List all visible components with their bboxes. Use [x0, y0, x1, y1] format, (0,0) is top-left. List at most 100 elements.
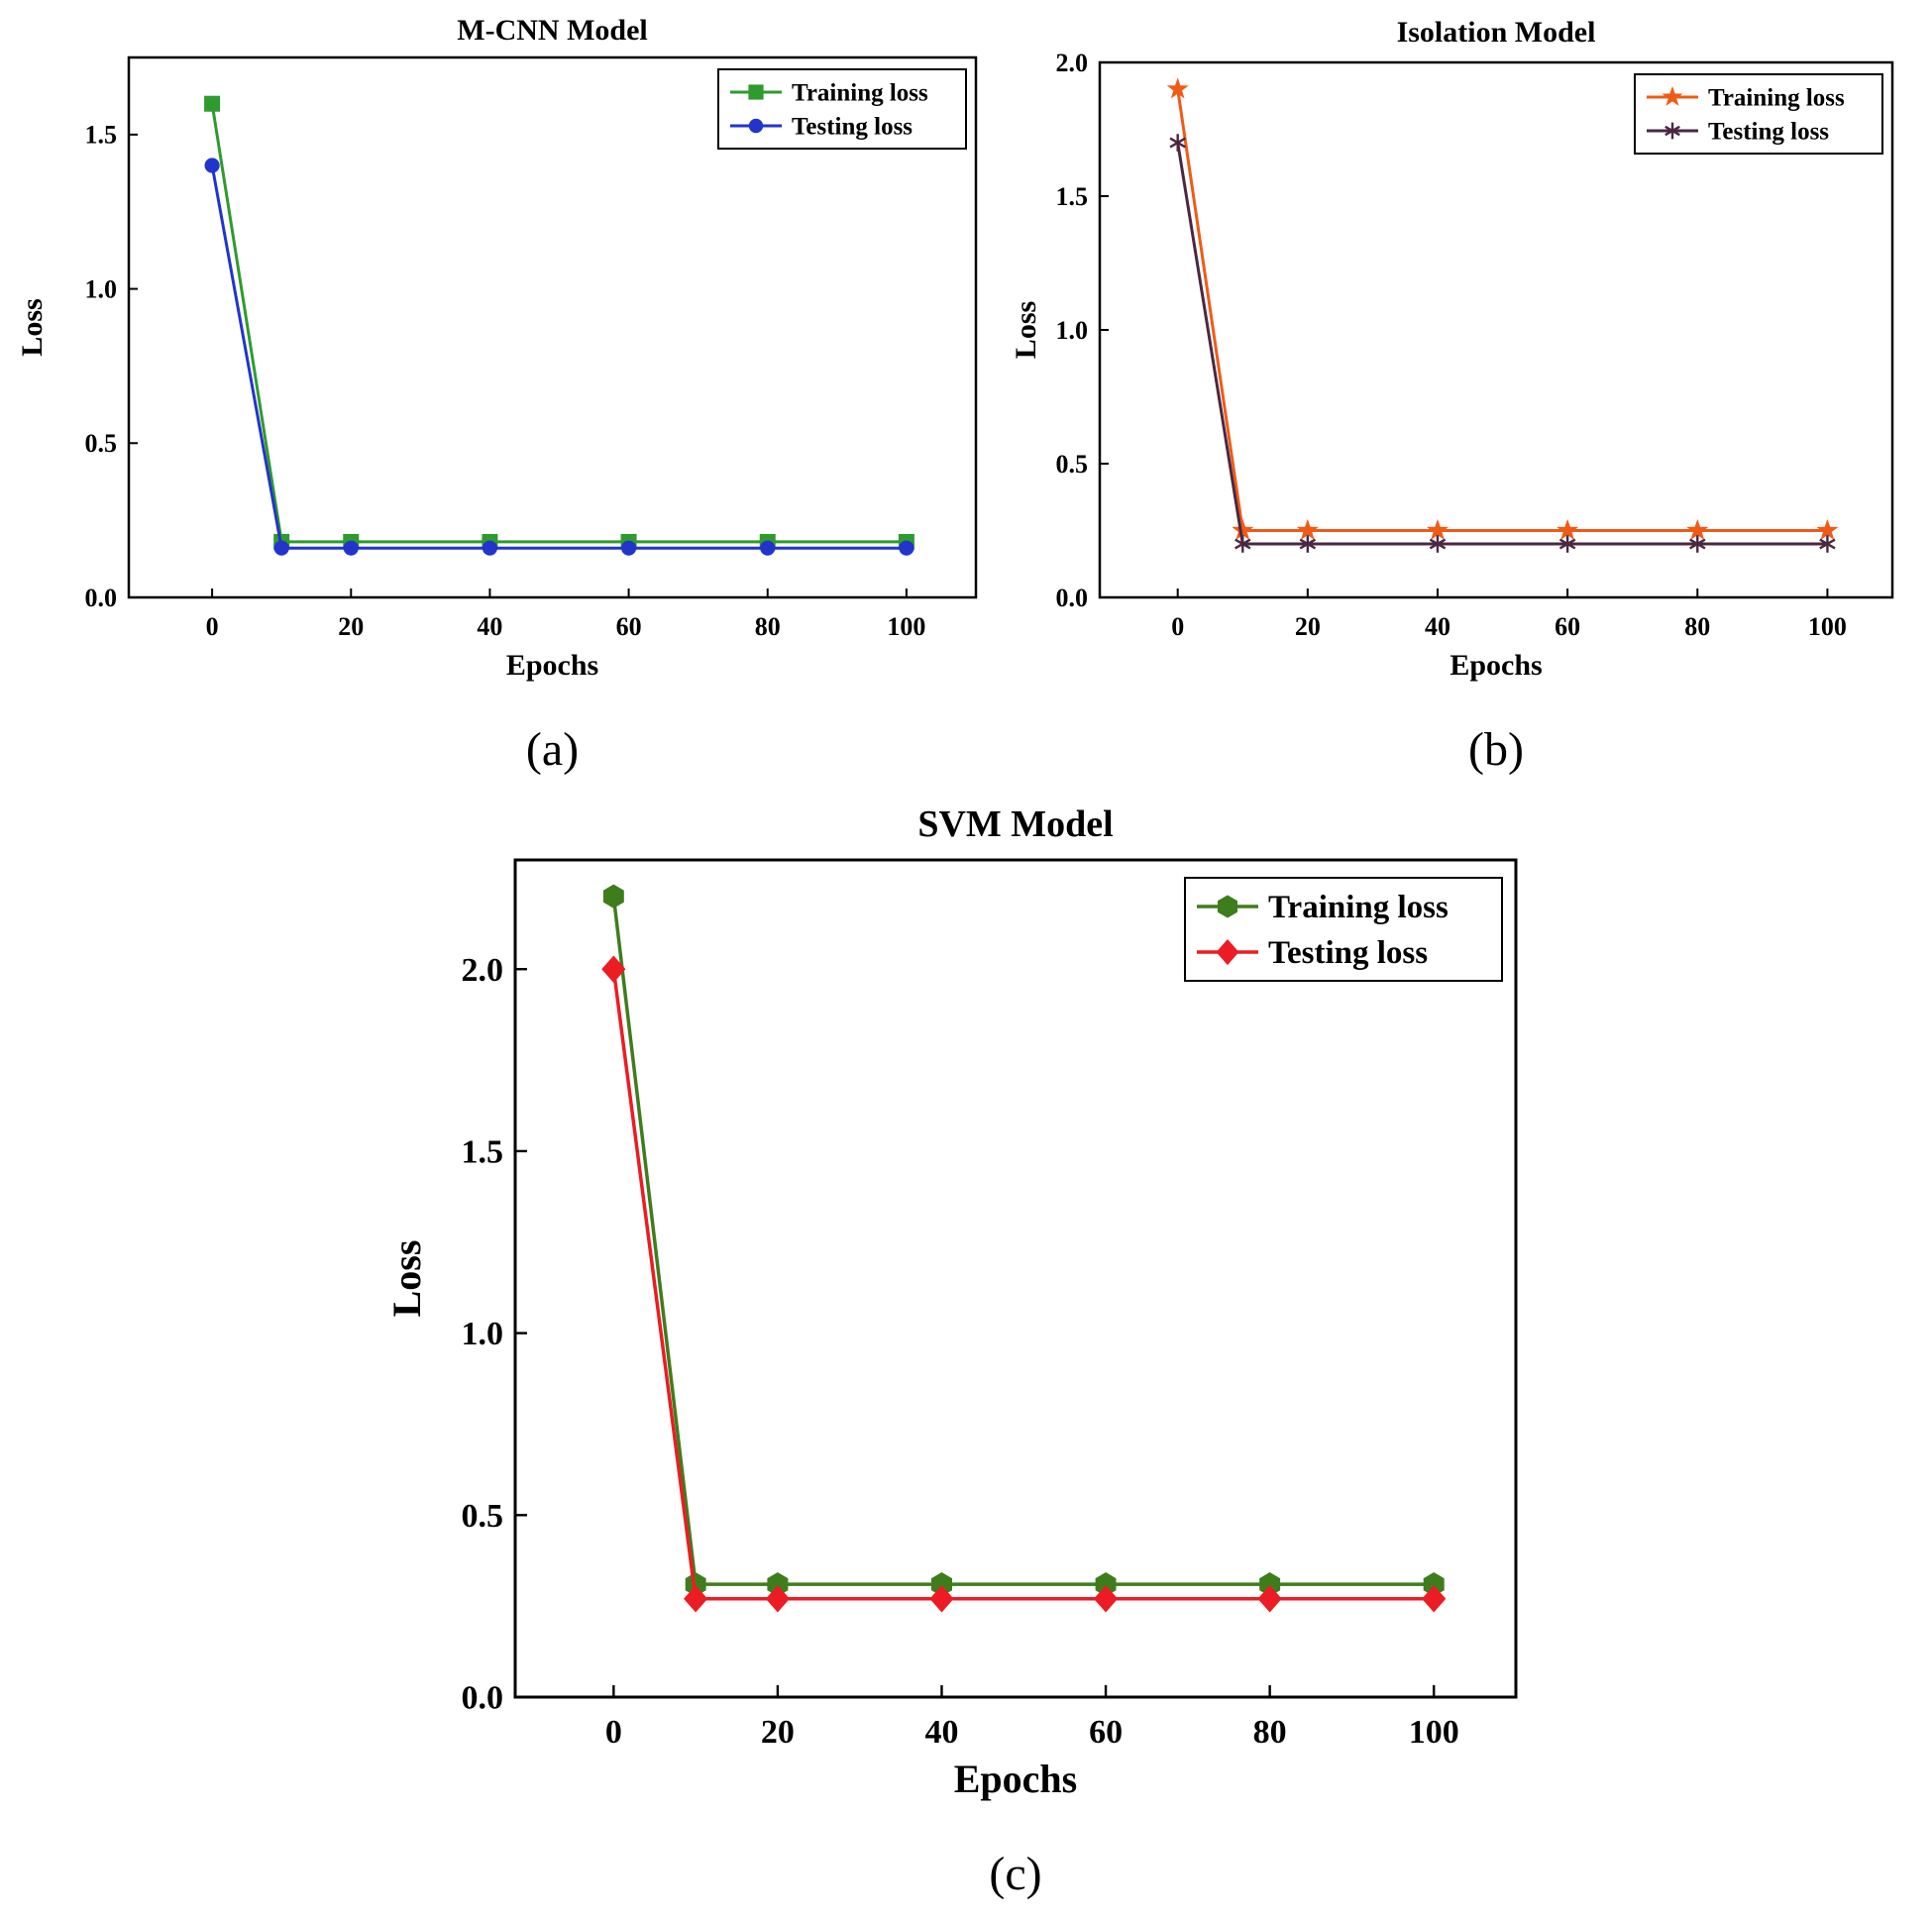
panel-b: 0 20 40 60 80 100 0.0 0.5 1.0 1.5 2.0 Isolation Mod… [1006, 8, 1922, 779]
legend-label: Training loss [1708, 85, 1845, 112]
circle-marker [748, 118, 764, 134]
diamond-marker [1093, 1585, 1119, 1613]
asterisk-marker [1169, 137, 1186, 149]
series-line [611, 968, 1435, 1601]
y-tick-label: 1.5 [85, 121, 118, 150]
x-tick-label: 80 [1253, 1714, 1287, 1751]
asterisk-marker [1429, 538, 1447, 550]
x-tick-label: 60 [616, 612, 642, 641]
chart-isolation-model: 0 20 40 60 80 100 0.0 0.5 1.0 1.5 2.0 Isolation Mod… [1006, 8, 1922, 711]
diamond-marker [765, 1585, 791, 1613]
legend-label: Testing loss [1268, 935, 1428, 971]
legend-label: Training loss [1268, 890, 1449, 925]
y-tick-label: 0.0 [85, 584, 118, 612]
hexagon-marker [602, 884, 624, 908]
y-tick-label: 1.0 [462, 1316, 504, 1352]
chart-svm-model: 0 20 40 60 80 100 0.0 0.5 1.0 1.5 2.0 SVM Model Epoc… [376, 791, 1556, 1836]
panel-c-caption: (c) [989, 1848, 1042, 1900]
y-tick-label: 1.5 [1056, 182, 1089, 211]
panel-b-caption: (b) [1468, 723, 1524, 776]
x-axis-label: Epochs [1449, 649, 1542, 682]
x-tick-label: 100 [1409, 1714, 1459, 1751]
y-tick-label: 1.0 [1056, 316, 1089, 345]
circle-marker [204, 158, 220, 173]
x-tick-label: 40 [924, 1714, 958, 1751]
panel-c: 0 20 40 60 80 100 0.0 0.5 1.0 1.5 2.0 SVM Model Epoc… [376, 791, 1556, 1903]
chart-title: M-CNN Model [457, 14, 647, 47]
chart-svg: 0 20 40 60 80 100 0.0 0.5 1.0 1.5 2.0 Isolation Mod… [1010, 16, 1894, 682]
y-tick-label: 0.5 [85, 429, 118, 458]
y-tick-label: 1.0 [85, 274, 118, 303]
series-line [210, 164, 907, 550]
chart-title: SVM Model [917, 803, 1113, 845]
circle-marker [343, 540, 359, 556]
x-tick-label: 60 [1089, 1714, 1123, 1751]
circle-marker [482, 540, 498, 556]
y-tick-label: 2.0 [462, 952, 504, 989]
y-tick-label: 1.5 [462, 1133, 504, 1170]
plot-frame [127, 55, 978, 599]
y-axis-label: Loss [1010, 301, 1042, 359]
hexagon-marker [931, 1572, 952, 1597]
asterisk-marker [1689, 538, 1706, 550]
star-marker [1427, 518, 1449, 540]
star-marker [1556, 518, 1579, 540]
x-tick-label: 40 [477, 612, 502, 641]
y-tick-label: 0.5 [462, 1498, 504, 1535]
chart-svg: 0 20 40 60 80 100 0.0 0.5 1.0 1.5 M-CNN Model Epoch… [16, 14, 978, 682]
hexagon-marker [1423, 1572, 1445, 1597]
x-tick-label: 60 [1555, 612, 1580, 641]
circle-marker [760, 540, 776, 556]
hexagon-marker [1259, 1572, 1281, 1597]
circle-marker [273, 540, 289, 556]
asterisk-marker [1558, 538, 1576, 550]
series-line [1176, 142, 1828, 546]
hexagon-marker [685, 1572, 706, 1597]
x-tick-label: 100 [1808, 612, 1847, 641]
x-tick-label: 20 [338, 612, 364, 641]
y-tick-label: 2.0 [1056, 49, 1089, 77]
diamond-marker [684, 1585, 708, 1613]
y-axis-label: Loss [384, 1240, 429, 1318]
hexagon-marker [767, 1572, 789, 1597]
x-tick-label: 100 [887, 612, 925, 641]
legend-label: Testing loss [1708, 119, 1829, 146]
y-tick-label: 0.0 [1056, 584, 1089, 612]
chart-svg: 0 20 40 60 80 100 0.0 0.5 1.0 1.5 2.0 SVM Model Epoc… [384, 803, 1518, 1801]
diamond-marker [1257, 1585, 1282, 1613]
chart-title: Isolation Model [1397, 16, 1596, 49]
x-axis-label: Epochs [506, 649, 598, 682]
top-row: 0 20 40 60 80 100 0.0 0.5 1.0 1.5 M-CNN Model Epoch… [0, 0, 1932, 779]
hexagon-marker [1218, 895, 1237, 918]
star-marker [1662, 86, 1683, 106]
y-axis-label: Loss [16, 298, 49, 356]
diamond-marker [1422, 1585, 1447, 1613]
hexagon-marker [1095, 1572, 1117, 1597]
plot-frame [513, 858, 1518, 1699]
series-line [1176, 88, 1828, 532]
x-tick-label: 80 [1684, 612, 1710, 641]
x-tick-label: 0 [605, 1714, 622, 1751]
star-marker [1296, 518, 1319, 540]
panel-a: 0 20 40 60 80 100 0.0 0.5 1.0 1.5 M-CNN Model Epoch… [10, 8, 1001, 779]
y-tick-label: 0.5 [1056, 450, 1089, 479]
y-tick-label: 0.0 [462, 1680, 504, 1717]
legend-box [717, 68, 967, 150]
legend-label: Training loss [792, 80, 928, 107]
legend-box [1184, 877, 1503, 982]
star-marker [1166, 77, 1189, 99]
square-marker [748, 84, 764, 100]
bottom-row: 0 20 40 60 80 100 0.0 0.5 1.0 1.5 2.0 SVM Model Epoc… [0, 791, 1932, 1903]
x-tick-label: 0 [1171, 612, 1184, 641]
x-tick-label: 80 [755, 612, 781, 641]
diamond-marker [929, 1585, 954, 1613]
x-tick-label: 40 [1425, 612, 1450, 641]
circle-marker [899, 540, 914, 556]
star-marker [1816, 518, 1839, 540]
x-tick-label: 0 [206, 612, 219, 641]
asterisk-marker [1664, 125, 1680, 137]
x-tick-label: 20 [1295, 612, 1321, 641]
asterisk-marker [1234, 538, 1251, 550]
square-marker [204, 95, 221, 112]
